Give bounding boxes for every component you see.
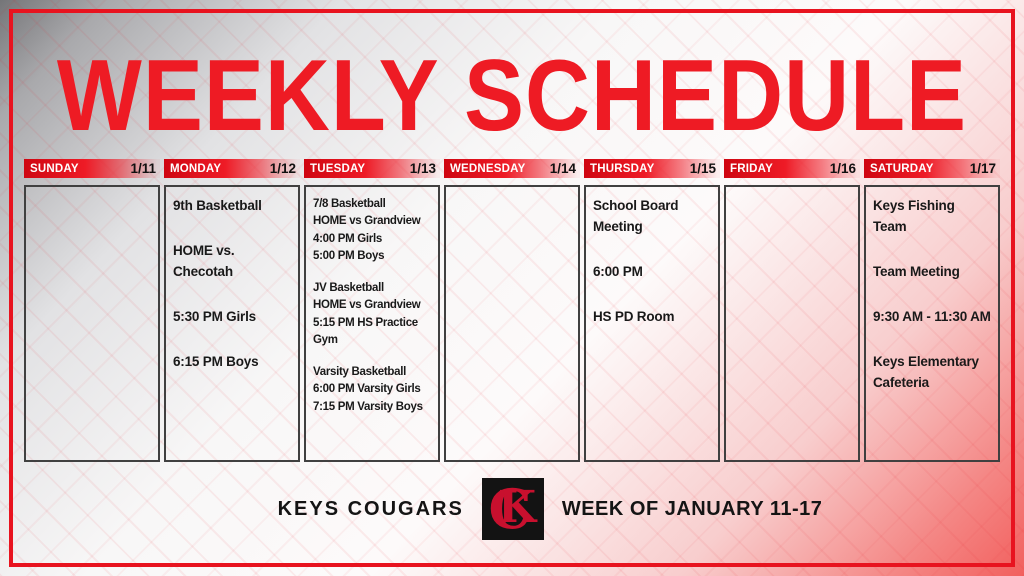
event-line: 5:15 PM HS Practice Gym — [313, 316, 418, 346]
event-block: HS PD Room — [593, 307, 711, 328]
day-column-tuesday: TUESDAY 1/13 7/8 Basketball HOME vs Grandvi… — [304, 159, 440, 462]
event-block: Team Meeting — [873, 262, 991, 283]
day-header: TUESDAY 1/13 — [304, 159, 440, 178]
day-events-box — [24, 185, 160, 462]
schedule-grid: SUNDAY 1/11 MONDAY 1/12 9th Basketball HOME v… — [24, 159, 1000, 462]
week-range-label: WEEK OF JANUARY 11-17 — [561, 497, 823, 520]
day-header: THURSDAY 1/15 — [584, 159, 720, 178]
event-block: 5:30 PM Girls — [173, 307, 291, 328]
day-header: MONDAY 1/12 — [164, 159, 300, 178]
day-name-label: WEDNESDAY — [450, 162, 526, 175]
event-line: 6:00 PM — [593, 263, 643, 279]
event-line: Keys Elementary Cafeteria — [873, 353, 979, 390]
event-line: HOME vs Grandview — [313, 299, 421, 312]
event-line: JV Basketball — [313, 282, 384, 294]
day-name-label: TUESDAY — [310, 162, 366, 175]
day-header: SUNDAY 1/11 — [24, 159, 160, 178]
day-events-box: Keys Fishing Team Team Meeting 9:30 AM - 1… — [864, 185, 1000, 462]
day-name-label: SATURDAY — [870, 162, 934, 175]
event-line: 7:15 PM Varsity Boys — [313, 400, 423, 413]
day-column-thursday: THURSDAY 1/15 School Board Meeting 6:00 PM H… — [584, 159, 720, 462]
event-line: Varsity Basketball — [313, 366, 407, 378]
day-date-label: 1/14 — [549, 161, 576, 176]
event-block: Keys Elementary Cafeteria — [873, 352, 991, 394]
team-name: KEYS COUGARS — [277, 497, 464, 520]
day-name-label: THURSDAY — [590, 162, 655, 175]
event-line: 6:15 PM Boys — [173, 353, 259, 369]
event-line: Keys Fishing Team — [873, 198, 955, 234]
event-line: 7/8 Basketball — [313, 198, 386, 210]
day-name-label: MONDAY — [170, 162, 222, 175]
event-line: Team Meeting — [873, 263, 960, 279]
day-events-box — [724, 185, 860, 462]
day-events-box: School Board Meeting 6:00 PM HS PD Room — [584, 185, 720, 462]
event-block: JV Basketball HOME vs Grandview 5:15 PM HS… — [313, 280, 431, 349]
day-column-friday: FRIDAY 1/16 — [724, 159, 860, 462]
event-block: 6:00 PM — [593, 262, 711, 283]
day-header: FRIDAY 1/16 — [724, 159, 860, 178]
day-date-label: 1/17 — [969, 161, 996, 176]
day-column-monday: MONDAY 1/12 9th Basketball HOME vs. Checota… — [164, 159, 300, 462]
event-line: 6:00 PM Varsity Girls — [313, 383, 421, 396]
event-block: HOME vs. Checotah — [173, 241, 291, 283]
day-date-label: 1/12 — [269, 161, 296, 176]
logo-letter-k: K — [498, 482, 538, 533]
logo-letter-c: C — [488, 478, 531, 540]
event-line: HOME vs. Checotah — [173, 242, 235, 279]
event-block: 6:15 PM Boys — [173, 352, 291, 373]
day-column-sunday: SUNDAY 1/11 — [24, 159, 160, 462]
footer: KEYS COUGARS C K WEEK OF JANUARY 11-17 — [38, 478, 1024, 540]
event-line: 5:30 PM Girls — [173, 308, 256, 324]
event-line: 4:00 PM Girls — [313, 232, 382, 245]
event-block: 9th Basketball — [173, 196, 291, 217]
day-events-box: 9th Basketball HOME vs. Checotah 5:30 PM G… — [164, 185, 300, 462]
day-date-label: 1/15 — [689, 161, 716, 176]
page-title: WEEKLY SCHEDULE — [56, 40, 968, 153]
event-block: Varsity Basketball 6:00 PM Varsity Girls 7… — [313, 364, 431, 416]
event-line: 9:30 AM - 11:30 AM — [873, 308, 991, 324]
day-date-label: 1/16 — [829, 161, 856, 176]
event-line: 5:00 PM Boys — [313, 249, 385, 262]
day-column-wednesday: WEDNESDAY 1/14 — [444, 159, 580, 462]
day-date-label: 1/11 — [130, 161, 156, 176]
day-name-label: FRIDAY — [730, 162, 773, 175]
day-column-saturday: SATURDAY 1/17 Keys Fishing Team Team Meetin… — [864, 159, 1000, 462]
event-block: 9:30 AM - 11:30 AM — [873, 307, 991, 328]
event-line: 9th Basketball — [173, 198, 262, 213]
day-name-label: SUNDAY — [30, 162, 79, 175]
day-events-box — [444, 185, 580, 462]
event-line: School Board Meeting — [593, 198, 679, 234]
event-line: HS PD Room — [593, 308, 675, 324]
day-header: WEDNESDAY 1/14 — [444, 159, 580, 178]
day-header: SATURDAY 1/17 — [864, 159, 1000, 178]
event-line: HOME vs Grandview — [313, 215, 421, 228]
day-events-box: 7/8 Basketball HOME vs Grandview 4:00 PM G… — [304, 185, 440, 462]
day-date-label: 1/13 — [409, 161, 436, 176]
kc-cougars-logo-icon: C K — [481, 478, 544, 540]
event-block: School Board Meeting — [593, 196, 711, 238]
event-block: Keys Fishing Team — [873, 196, 991, 238]
event-block: 7/8 Basketball HOME vs Grandview 4:00 PM G… — [313, 196, 431, 265]
